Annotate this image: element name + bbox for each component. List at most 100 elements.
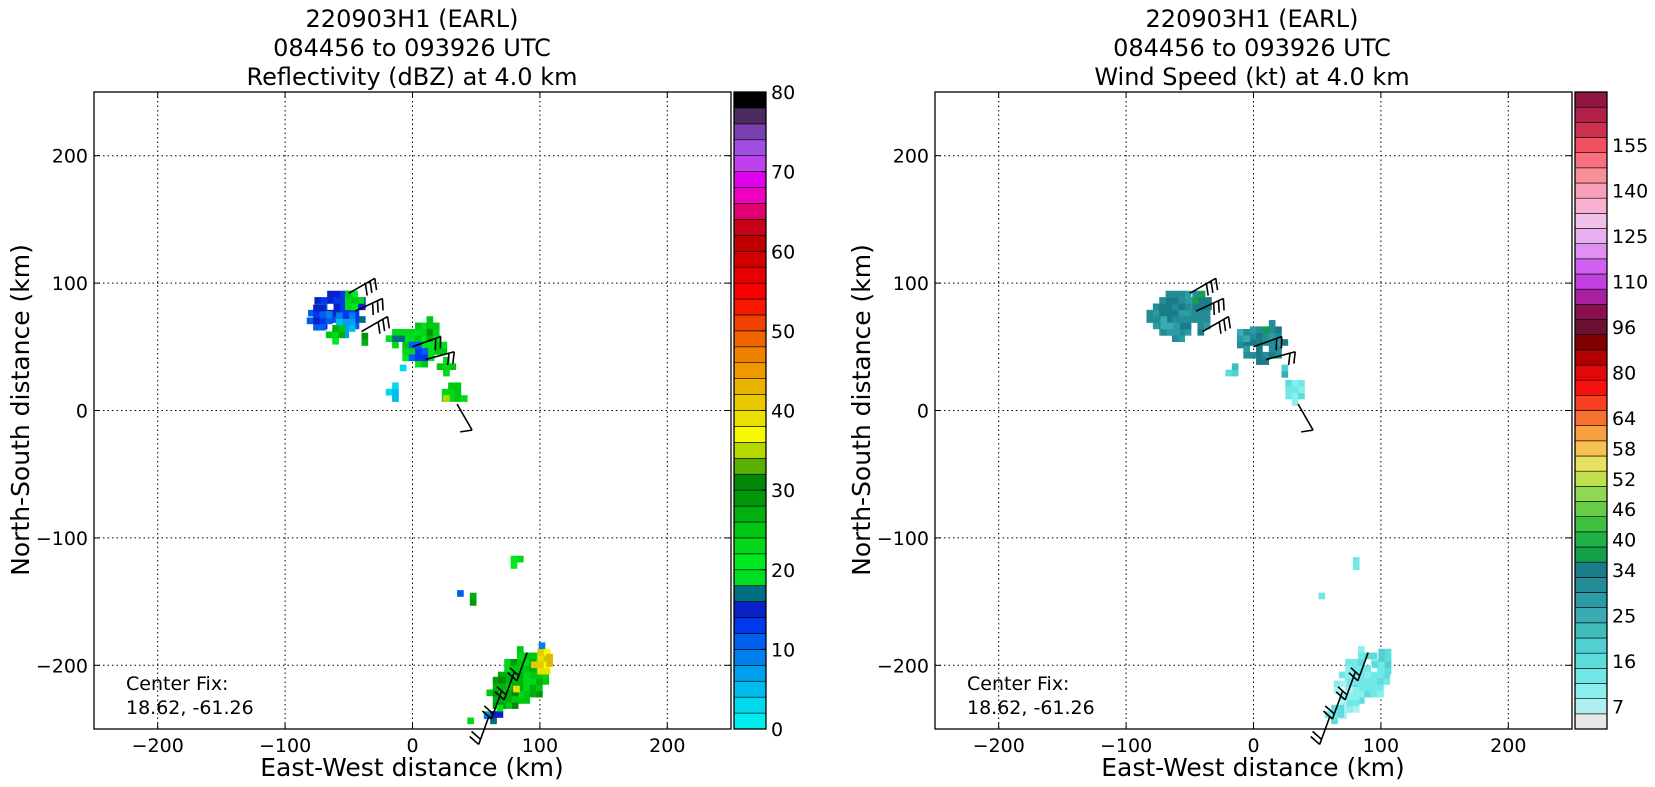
x-tick-label: 200 xyxy=(1490,735,1526,757)
echo-cell xyxy=(537,667,545,675)
echo-cell xyxy=(1197,328,1205,336)
colorbar-segment xyxy=(1574,213,1608,229)
x-tick-label: −100 xyxy=(1100,735,1152,757)
echo-cell xyxy=(1236,328,1244,336)
echo-cell xyxy=(457,590,464,597)
echo-cell xyxy=(1357,671,1365,679)
echo-cell xyxy=(1268,345,1276,353)
echo-cell xyxy=(1249,332,1257,340)
echo-cell xyxy=(1268,339,1276,346)
colorbar-segment xyxy=(1574,288,1608,305)
echo-cell xyxy=(536,684,543,692)
echo-cell xyxy=(351,290,359,298)
echo-cell xyxy=(510,678,518,685)
colorbar-segment xyxy=(1574,592,1608,608)
echo-cell xyxy=(1203,316,1211,323)
echo-cell xyxy=(1357,697,1365,704)
echo-cell xyxy=(516,652,524,660)
echo-cell xyxy=(385,388,393,396)
echo-cell xyxy=(1351,678,1359,685)
echo-cell xyxy=(1364,690,1372,698)
echo-cell xyxy=(1256,326,1263,334)
colorbar-segment xyxy=(1574,137,1608,153)
echo-cell xyxy=(1184,328,1192,336)
wind-barb xyxy=(507,652,528,682)
echo-cell xyxy=(399,364,407,372)
echo-cell xyxy=(319,304,327,312)
echo-cell xyxy=(1197,322,1205,330)
echo-cell xyxy=(492,695,500,703)
echo-cell xyxy=(342,331,350,339)
echo-cell xyxy=(313,323,320,331)
echo-cell xyxy=(327,290,334,298)
colorbar-segment xyxy=(1574,167,1608,184)
colorbar-segment xyxy=(1574,561,1608,578)
echo-cell xyxy=(504,665,511,672)
echo-cell xyxy=(327,297,334,304)
wind-barb xyxy=(425,351,456,366)
echo-cell xyxy=(1197,316,1205,323)
echo-cell xyxy=(1243,335,1250,343)
echo-cell xyxy=(1337,704,1345,712)
colorbar-frame xyxy=(1574,91,1608,730)
reflectivity-center-fix-value: 18.62, -61.26 xyxy=(126,697,254,719)
echo-cell xyxy=(1173,328,1180,336)
colorbar-segment xyxy=(1574,410,1608,426)
echo-cell xyxy=(1378,661,1386,669)
echo-cell xyxy=(543,667,551,675)
echo-cell xyxy=(348,325,356,332)
echo-cell xyxy=(1262,358,1270,365)
echo-cell xyxy=(1166,328,1174,336)
echo-cell xyxy=(510,562,518,569)
echo-cell xyxy=(536,671,543,679)
reflectivity-title-line-3: Reflectivity (dBZ) at 4.0 km xyxy=(247,63,578,91)
echo-cell xyxy=(1178,297,1186,304)
wind-barb xyxy=(1297,403,1314,433)
wind-barb xyxy=(1266,351,1297,366)
echo-cell xyxy=(1357,690,1365,698)
echo-cell xyxy=(357,297,365,304)
echo-cell xyxy=(1243,345,1250,353)
echo-cell xyxy=(1285,392,1293,400)
echo-cell xyxy=(1346,680,1354,688)
echo-cell xyxy=(516,658,524,666)
echo-cell xyxy=(1275,326,1282,334)
echo-cell xyxy=(351,303,359,311)
echo-cell xyxy=(1171,309,1179,317)
echo-cell xyxy=(402,354,409,362)
echo-cell xyxy=(352,316,360,323)
colorbar-tick-label: 125 xyxy=(1612,226,1648,248)
echo-cell xyxy=(448,395,455,402)
echo-cell xyxy=(1184,290,1192,298)
echo-cell xyxy=(510,658,518,666)
colorbar-tick-label: 40 xyxy=(1612,529,1636,551)
colorbar-tick-label: 7 xyxy=(1612,696,1624,718)
echo-cell xyxy=(1192,290,1200,298)
colorbar-segment xyxy=(733,235,767,252)
echo-cell xyxy=(402,335,409,343)
colorbar-segment xyxy=(1574,364,1608,381)
echo-cell xyxy=(542,678,550,685)
reflectivity-colorbar xyxy=(733,91,767,730)
colorbar-segment xyxy=(1574,304,1608,320)
echo-cell xyxy=(529,678,537,685)
colorbar-segment xyxy=(1574,607,1608,624)
echo-cell xyxy=(336,312,343,320)
echo-cell xyxy=(469,599,477,606)
echo-cell xyxy=(1333,680,1341,688)
colorbar-segment xyxy=(1574,546,1608,563)
echo-cell xyxy=(1184,322,1192,330)
colorbar-tick-label: 110 xyxy=(1612,272,1648,294)
echo-cell xyxy=(1275,351,1282,359)
echo-cell xyxy=(1371,661,1379,669)
colorbar-segment xyxy=(733,155,767,172)
echo-cell xyxy=(1268,332,1276,340)
colorbar-segment xyxy=(733,553,767,571)
echo-cell xyxy=(1338,671,1346,679)
echo-cell xyxy=(529,684,537,692)
echo-cell xyxy=(344,290,352,298)
wind-barb xyxy=(1189,277,1219,296)
echo-cell xyxy=(1357,684,1365,692)
echo-cell xyxy=(510,665,518,672)
colorbar-segment xyxy=(733,298,767,316)
